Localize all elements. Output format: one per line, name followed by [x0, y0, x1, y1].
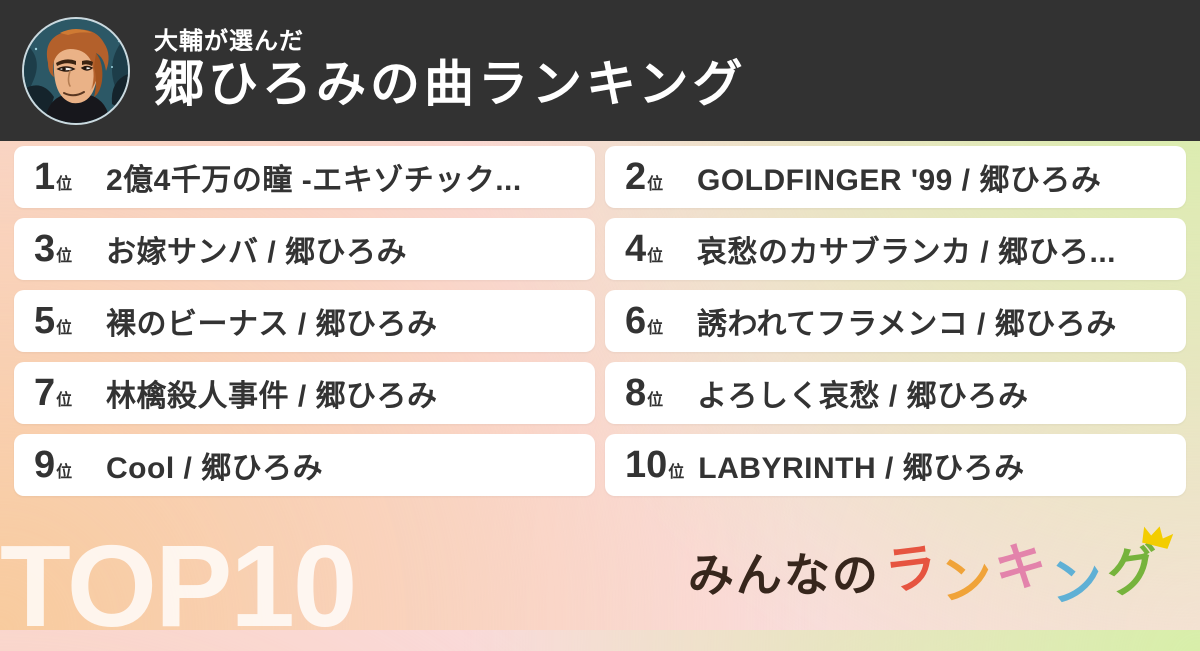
rank-number: 7: [34, 372, 56, 414]
ranking-item[interactable]: 5 位 裸のビーナス / 郷ひろみ: [14, 290, 595, 352]
rank-badge: 5 位: [34, 302, 92, 340]
rank-number: 3: [34, 228, 56, 270]
ranking-item[interactable]: 9 位 Cool / 郷ひろみ: [14, 434, 595, 496]
song-title: お嫁サンバ / 郷ひろみ: [106, 236, 408, 269]
rank-number: 2: [625, 156, 647, 198]
song-title: 林檎殺人事件 / 郷ひろみ: [106, 380, 438, 413]
logo-prefix: みんなの: [687, 549, 880, 601]
rank-number: 4: [625, 228, 647, 270]
ranking-item[interactable]: 6 位 誘われてフラメンコ / 郷ひろみ: [605, 290, 1186, 352]
rank-number: 8: [625, 372, 647, 414]
page-title: 郷ひろみの曲ランキング: [154, 55, 747, 112]
logo-char: キ: [991, 536, 1051, 601]
rank-number: 10: [625, 444, 668, 486]
ranking-item[interactable]: 3 位 お嫁サンバ / 郷ひろみ: [14, 218, 595, 280]
ranking-item[interactable]: 1 位 2億4千万の瞳 -エキゾチック...: [14, 146, 595, 208]
rank-suffix: 位: [647, 320, 664, 337]
header-text: 大輔が選んだ 郷ひろみの曲ランキング: [154, 28, 747, 112]
rank-badge: 10 位: [625, 446, 684, 484]
rank-badge: 9 位: [34, 446, 92, 484]
ranking-item[interactable]: 7 位 林檎殺人事件 / 郷ひろみ: [14, 362, 595, 424]
rank-badge: 4 位: [625, 230, 683, 268]
crown-icon: [1142, 526, 1174, 549]
rank-badge: 3 位: [34, 230, 92, 268]
rank-suffix: 位: [647, 176, 664, 193]
ranking-item[interactable]: 8 位 よろしく哀愁 / 郷ひろみ: [605, 362, 1186, 424]
rank-badge: 7 位: [34, 374, 92, 412]
rank-badge: 2 位: [625, 158, 683, 196]
rank-badge: 6 位: [625, 302, 683, 340]
avatar: [22, 16, 130, 125]
rank-suffix: 位: [56, 176, 73, 193]
rank-suffix: 位: [647, 392, 664, 409]
song-title: よろしく哀愁 / 郷ひろみ: [697, 380, 1029, 413]
avatar-illustration: [24, 18, 128, 123]
logo-char: ラ: [881, 538, 941, 603]
song-title: 哀愁のカサブランカ / 郷ひろ...: [697, 236, 1117, 269]
ranking-item[interactable]: 4 位 哀愁のカサブランカ / 郷ひろ...: [605, 218, 1186, 280]
rank-badge: 8 位: [625, 374, 683, 412]
ranking-author-subtitle: 大輔が選んだ: [154, 28, 304, 56]
song-title: LABYRINTH / 郷ひろみ: [698, 452, 1025, 485]
logo-char: ン: [1047, 550, 1105, 614]
logo-char: ン: [937, 548, 995, 612]
header-bar: 大輔が選んだ 郷ひろみの曲ランキング: [0, 0, 1200, 141]
rank-suffix: 位: [56, 320, 73, 337]
minna-no-ranking-logo[interactable]: みんなの ランキング: [687, 526, 1174, 613]
song-title: Cool / 郷ひろみ: [106, 452, 324, 485]
ranking-item[interactable]: 10 位 LABYRINTH / 郷ひろみ: [605, 434, 1186, 496]
rank-suffix: 位: [668, 464, 685, 481]
rank-number: 1: [34, 156, 56, 198]
ranking-item[interactable]: 2 位 GOLDFINGER '99 / 郷ひろみ: [605, 146, 1186, 208]
logo-char: グ: [1103, 539, 1163, 605]
rank-suffix: 位: [56, 392, 73, 409]
song-title: 2億4千万の瞳 -エキゾチック...: [106, 164, 522, 197]
song-title: GOLDFINGER '99 / 郷ひろみ: [697, 164, 1102, 197]
rank-suffix: 位: [56, 464, 73, 481]
rank-suffix: 位: [647, 248, 664, 265]
logo-colored-chars: ランキング: [882, 526, 1174, 613]
song-title: 誘われてフラメンコ / 郷ひろみ: [697, 308, 1117, 341]
top10-watermark: TOP10: [0, 521, 357, 651]
rank-number: 9: [34, 444, 56, 486]
rank-suffix: 位: [56, 248, 73, 265]
rank-badge: 1 位: [34, 158, 92, 196]
song-title: 裸のビーナス / 郷ひろみ: [106, 308, 438, 341]
rank-number: 5: [34, 300, 56, 342]
ranking-grid: 1 位 2億4千万の瞳 -エキゾチック... 2 位 GOLDFINGER '9…: [14, 146, 1186, 496]
rank-number: 6: [625, 300, 647, 342]
